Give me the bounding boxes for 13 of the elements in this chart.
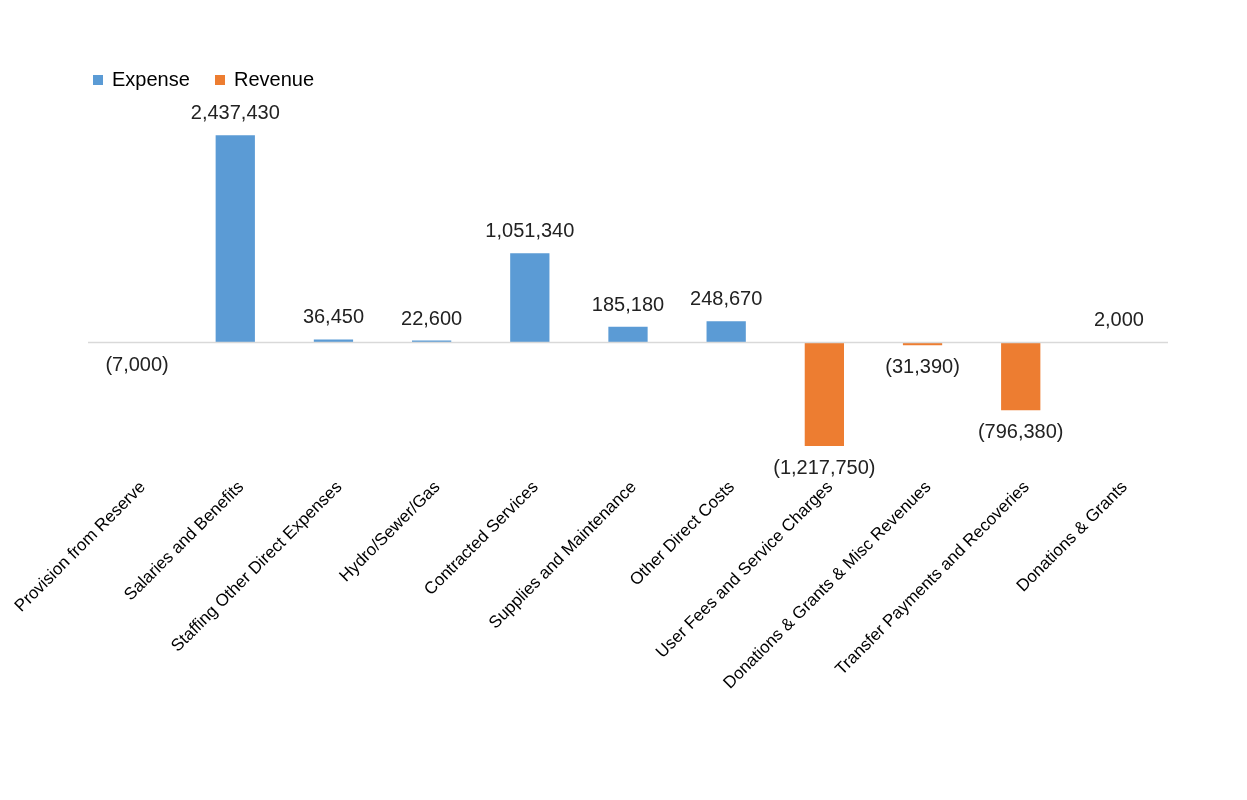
data-label: 2,437,430	[190, 101, 280, 124]
data-label: 22,600	[401, 306, 463, 329]
data-label: (796,380)	[977, 420, 1064, 443]
data-label: 2,000	[1093, 308, 1144, 331]
data-label: 36,450	[302, 305, 365, 328]
data-label: 248,670	[690, 287, 763, 310]
data-label: (7,000)	[105, 353, 169, 376]
legend-label: Revenue	[234, 68, 315, 90]
data-label: (31,390)	[885, 355, 960, 378]
data-label: 185,180	[591, 292, 665, 315]
data-label: (1,217,750)	[773, 456, 876, 479]
legend-label: Expense	[112, 68, 190, 90]
data-label: 1,051,340	[485, 219, 575, 242]
